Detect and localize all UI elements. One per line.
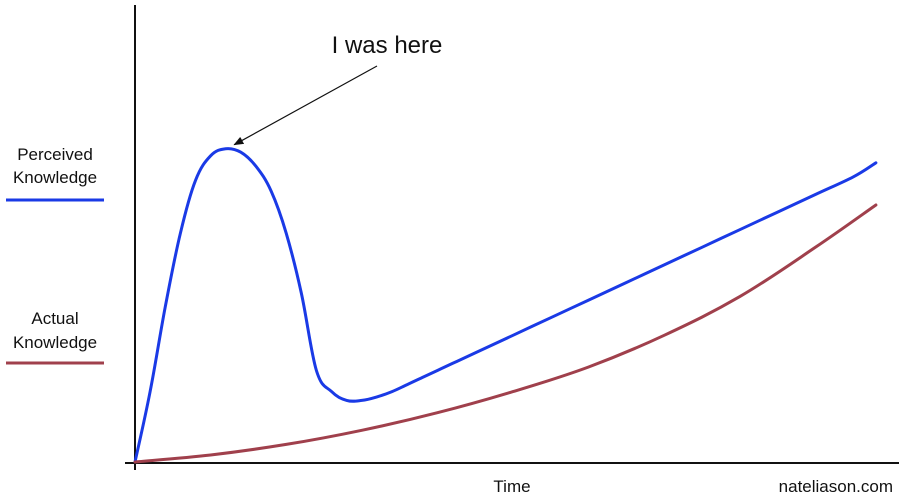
legend-perceived-line2: Knowledge bbox=[13, 168, 97, 187]
legend-item-actual: Actual Knowledge bbox=[6, 309, 104, 365]
watermark: nateliason.com bbox=[779, 477, 893, 496]
series-line-actual-knowledge bbox=[133, 203, 878, 464]
x-axis-label: Time bbox=[493, 477, 530, 496]
legend-perceived-line1: Perceived bbox=[17, 145, 93, 164]
series-layer bbox=[133, 147, 878, 464]
legend-actual-line1: Actual bbox=[31, 309, 78, 328]
annotation-arrow bbox=[233, 65, 378, 146]
legend-actual-line2: Knowledge bbox=[13, 333, 97, 352]
annotation-label: I was here bbox=[332, 32, 443, 59]
legend-item-perceived: Perceived Knowledge bbox=[6, 145, 104, 202]
series-line-perceived-knowledge bbox=[133, 147, 878, 464]
